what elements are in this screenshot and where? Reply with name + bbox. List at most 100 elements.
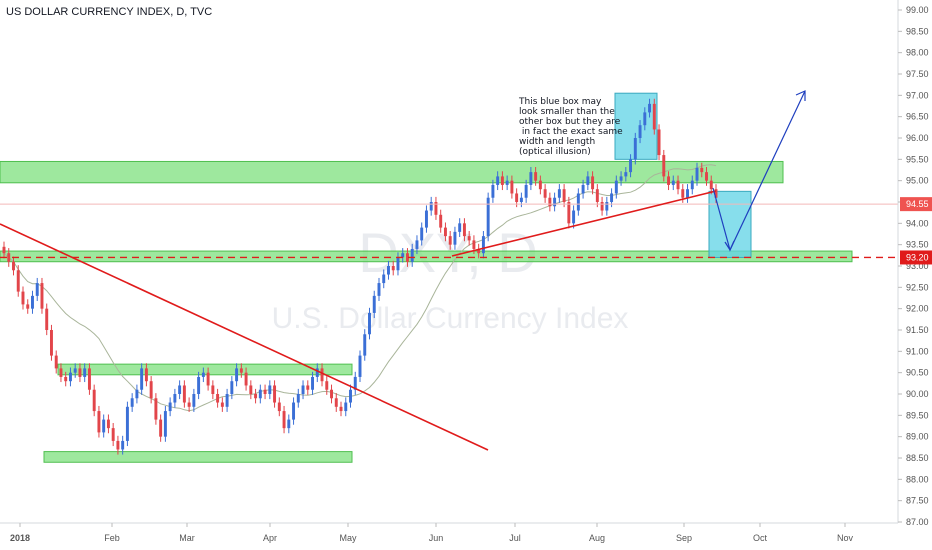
candle-body xyxy=(154,398,158,420)
price-tick-label: 90.00 xyxy=(906,389,929,399)
candle-body xyxy=(372,295,376,313)
candle-body xyxy=(315,368,319,377)
candle-body xyxy=(249,385,253,394)
time-tick-label: Apr xyxy=(263,533,277,543)
candle-body xyxy=(282,411,286,429)
candle-body xyxy=(106,419,110,429)
candle-body xyxy=(434,202,438,215)
price-tick-label: 88.50 xyxy=(906,453,929,463)
candle-body xyxy=(144,368,148,382)
candle-body xyxy=(49,330,53,356)
candle-body xyxy=(230,381,234,394)
candle-body xyxy=(676,180,680,190)
price-tick-label: 91.00 xyxy=(906,346,929,356)
price-tick-label: 94.00 xyxy=(906,218,929,228)
candle-body xyxy=(287,419,291,429)
candle-body xyxy=(121,440,125,450)
candle-body xyxy=(648,103,652,113)
candle-body xyxy=(705,172,708,181)
candle-body xyxy=(420,227,424,241)
descending-trendline xyxy=(0,223,489,451)
price-tick-label: 97.00 xyxy=(906,90,929,100)
candle-body xyxy=(211,385,215,394)
candle-body xyxy=(173,394,177,403)
price-tick-label: 95.50 xyxy=(906,154,929,164)
candle-body xyxy=(633,138,637,160)
time-tick-label: Sep xyxy=(676,533,692,543)
candle-body xyxy=(339,406,343,412)
candle-body xyxy=(643,112,647,126)
candle-body xyxy=(652,103,656,130)
candle-body xyxy=(657,129,661,156)
level-label: 93.20 xyxy=(906,252,929,262)
time-tick-label: Oct xyxy=(753,533,768,543)
candle-body xyxy=(68,372,72,382)
candle-body xyxy=(548,197,552,207)
price-tick-label: 96.50 xyxy=(906,112,929,122)
candle-body xyxy=(140,368,144,390)
candle-body xyxy=(401,253,405,258)
candle-body xyxy=(320,368,324,382)
candle-body xyxy=(695,167,699,181)
price-tick-label: 95.00 xyxy=(906,176,929,186)
candle-body xyxy=(690,180,694,190)
candle-body xyxy=(45,308,49,330)
last-price-label: 94.55 xyxy=(906,199,929,209)
candle-body xyxy=(26,304,30,309)
candle-body xyxy=(534,172,538,181)
candle-body xyxy=(111,428,115,441)
level-badge xyxy=(900,250,932,265)
candle-body xyxy=(415,240,419,249)
candle-body xyxy=(543,189,547,198)
candle-body xyxy=(325,381,329,390)
price-tick-label: 98.50 xyxy=(906,26,929,36)
time-tick-label: Jun xyxy=(429,533,444,543)
price-axis[interactable]: 99.00 98.50 98.00 97.50 97.00 96.50 96.00 95.50… xyxy=(0,0,932,527)
candle-body xyxy=(368,312,371,335)
time-axis[interactable]: 2018 Feb Mar Apr May Jun Jul Aug Sep Oct Nov xyxy=(10,523,854,543)
chart-title: US DOLLAR CURRENCY INDEX, D, TVC xyxy=(6,6,213,18)
zones-layer xyxy=(0,92,853,463)
candle-body xyxy=(130,398,134,407)
candle-body xyxy=(529,172,533,185)
candle-body xyxy=(391,266,395,271)
candle-body xyxy=(244,372,248,386)
candle-body xyxy=(562,189,566,202)
time-tick-label: May xyxy=(339,533,357,543)
candle-body xyxy=(349,389,352,403)
candle-body xyxy=(159,419,163,437)
mid-zone xyxy=(57,363,353,376)
price-tick-label: 93.50 xyxy=(906,240,929,250)
candle-body xyxy=(595,189,599,202)
candle-body xyxy=(572,210,576,224)
candle-body xyxy=(591,176,595,190)
time-tick-label: 2018 xyxy=(10,533,30,543)
last-price-badge xyxy=(900,197,932,212)
price-tick-label: 92.00 xyxy=(906,304,929,314)
candle-body xyxy=(709,180,713,190)
price-tick-label: 89.50 xyxy=(906,410,929,420)
candle-body xyxy=(125,406,129,441)
candle-body xyxy=(458,223,462,232)
candle-body xyxy=(424,210,428,228)
price-tick-label: 89.00 xyxy=(906,432,929,442)
candle-body xyxy=(538,180,542,190)
candle-body xyxy=(277,402,281,412)
candle-body xyxy=(638,125,642,138)
candle-body xyxy=(87,368,91,390)
time-tick-label: Nov xyxy=(837,533,854,543)
candle-body xyxy=(481,236,485,254)
price-tick-label: 97.50 xyxy=(906,69,929,79)
candle-body xyxy=(2,246,6,254)
candle-body xyxy=(35,283,39,296)
candle-body xyxy=(21,291,25,305)
time-tick-label: Mar xyxy=(179,533,195,543)
candle-body xyxy=(576,193,580,211)
candle-body xyxy=(686,189,689,198)
candle-body xyxy=(524,184,528,198)
candle-body xyxy=(624,172,628,177)
candle-body xyxy=(662,155,666,177)
candle-body xyxy=(220,402,224,407)
candle-body xyxy=(344,402,348,412)
